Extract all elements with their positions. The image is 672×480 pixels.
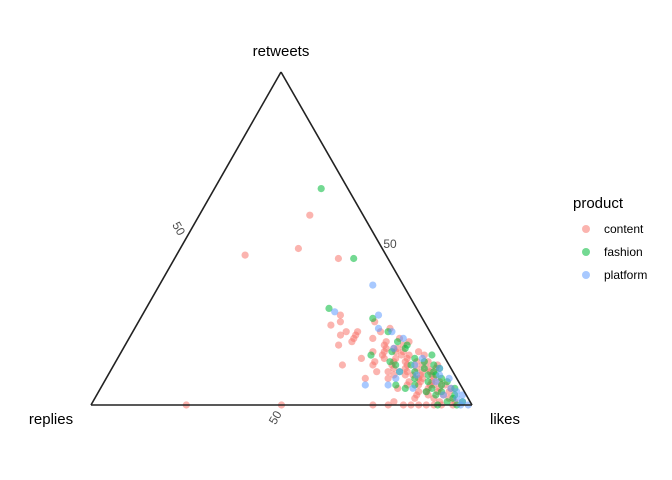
- legend-item-fashion: fashion: [582, 245, 643, 259]
- point-fashion-38: [422, 388, 430, 396]
- point-fashion-13: [420, 364, 428, 372]
- point-content-98: [380, 354, 388, 362]
- point-platform-15: [384, 381, 392, 389]
- point-fashion-1: [350, 254, 358, 263]
- tick-label-likes-50: 50: [383, 237, 397, 251]
- point-platform-25: [445, 374, 453, 382]
- point-content-23: [361, 374, 369, 382]
- point-fashion-22: [437, 381, 446, 389]
- axis-label-replies: replies: [29, 411, 73, 428]
- point-content-18: [338, 361, 346, 369]
- point-platform-21: [453, 394, 461, 402]
- edge-retweets-likes: [280, 71, 473, 406]
- point-content-2: [241, 251, 249, 259]
- point-platform-2: [374, 311, 383, 319]
- point-platform-18: [453, 388, 461, 396]
- point-fashion-32: [386, 358, 394, 366]
- point-fashion-19: [424, 378, 432, 386]
- point-fashion-26: [432, 391, 440, 399]
- point-platform-12: [392, 374, 400, 382]
- point-content-6: [336, 318, 344, 326]
- point-platform-26: [413, 371, 421, 379]
- point-content-7: [342, 328, 350, 336]
- point-fashion-35: [392, 381, 400, 389]
- point-platform-3: [374, 324, 383, 332]
- legend-title: product: [573, 195, 624, 212]
- point-content-11: [348, 338, 356, 346]
- point-fashion-31: [367, 351, 375, 359]
- point-fashion-9: [428, 351, 436, 359]
- point-platform-11: [436, 371, 444, 379]
- point-platform-1: [331, 308, 339, 316]
- legend-item-content: content: [582, 222, 644, 236]
- point-content-82: [352, 331, 360, 339]
- legend-key-content: [582, 225, 590, 233]
- edge-replies-retweets: [90, 71, 282, 406]
- point-content-15: [397, 351, 405, 359]
- point-fashion-41: [430, 361, 438, 369]
- axis-label-retweets: retweets: [253, 43, 310, 60]
- point-platform-17: [447, 384, 455, 392]
- point-content-72: [384, 374, 392, 382]
- point-platform-8: [411, 361, 419, 369]
- point-platform-13: [432, 378, 440, 386]
- point-fashion-0: [317, 185, 325, 193]
- axis-label-likes: likes: [490, 411, 520, 428]
- point-content-63: [369, 334, 377, 342]
- point-content-83: [373, 368, 381, 376]
- point-content-100: [401, 358, 409, 366]
- point-content-21: [384, 368, 392, 376]
- point-platform-10: [396, 368, 404, 376]
- point-platform-19: [439, 391, 447, 399]
- series-platform: [331, 281, 472, 409]
- point-fashion-2: [325, 304, 333, 312]
- point-content-50: [403, 368, 411, 376]
- point-platform-9: [436, 364, 444, 372]
- legend-item-platform: platform: [582, 268, 647, 282]
- legend-label-content: content: [604, 222, 644, 236]
- point-fashion-36: [401, 384, 409, 392]
- point-fashion-5: [394, 338, 402, 346]
- ternary-frame: [90, 71, 473, 406]
- point-fashion-10: [411, 354, 419, 362]
- point-fashion-33: [392, 361, 400, 369]
- point-content-89: [415, 348, 423, 356]
- tick-label-replies-50: 50: [266, 408, 285, 427]
- point-platform-6: [390, 344, 398, 352]
- point-platform-20: [458, 391, 467, 399]
- legend-key-fashion: [582, 248, 590, 256]
- point-content-12: [335, 341, 343, 349]
- point-platform-14: [361, 381, 369, 389]
- point-platform-0: [369, 281, 377, 289]
- point-fashion-23: [428, 384, 436, 392]
- point-content-4: [327, 321, 335, 329]
- point-fashion-30: [443, 398, 451, 406]
- point-content-64: [382, 338, 390, 346]
- point-platform-7: [418, 354, 426, 362]
- point-content-9: [336, 331, 345, 339]
- point-fashion-3: [369, 314, 377, 322]
- point-platform-4: [388, 328, 396, 336]
- point-platform-16: [409, 384, 417, 392]
- tick-label-retweets-50: 50: [169, 219, 188, 238]
- point-content-16: [357, 354, 365, 362]
- point-content-1: [294, 244, 302, 253]
- legend-label-platform: platform: [604, 268, 647, 282]
- legend-key-platform: [582, 271, 590, 279]
- point-content-3: [334, 254, 342, 263]
- legend-label-fashion: fashion: [604, 245, 643, 259]
- points-layer: [182, 185, 472, 409]
- point-content-91: [411, 394, 419, 402]
- point-platform-5: [399, 334, 407, 342]
- point-fashion-16: [424, 371, 432, 379]
- point-fashion-7: [401, 344, 409, 352]
- point-content-99: [369, 361, 377, 369]
- legend: product content fashion platform: [573, 195, 647, 282]
- point-content-0: [306, 211, 314, 219]
- point-content-92: [390, 398, 398, 406]
- point-content-5: [336, 311, 344, 319]
